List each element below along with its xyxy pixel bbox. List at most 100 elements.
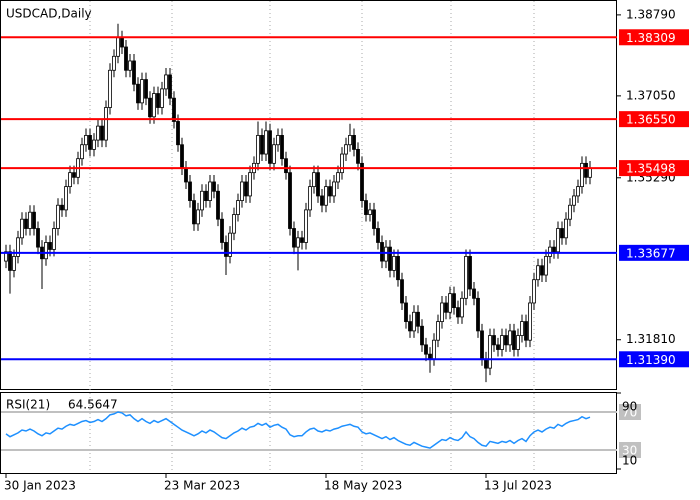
candle-body — [508, 330, 512, 346]
candle-body — [352, 135, 356, 150]
rsi-panel — [0, 392, 617, 474]
candle-body — [104, 107, 108, 141]
level-label-box — [619, 29, 689, 46]
candle-body — [364, 200, 368, 215]
candle-body — [188, 181, 192, 201]
candle-body — [220, 218, 224, 243]
candle-body — [576, 186, 580, 197]
candle-body — [260, 135, 264, 155]
rsi-level-box — [619, 404, 641, 420]
candle-body — [556, 228, 560, 253]
candle-body — [8, 251, 12, 271]
candle-body — [216, 190, 220, 220]
candle-body — [308, 186, 312, 211]
candle-body — [412, 311, 416, 332]
candle-body — [200, 190, 204, 211]
candle-body — [280, 135, 284, 160]
candle-body — [436, 321, 440, 341]
candle-body — [272, 144, 276, 164]
level-label-box — [619, 244, 689, 261]
candle-body — [100, 125, 104, 141]
candle-body — [360, 162, 364, 201]
candle-body — [448, 293, 452, 313]
y-tick-label: 1.38790 — [626, 7, 676, 21]
candle-body — [232, 214, 236, 234]
candle-body — [212, 181, 216, 192]
level-label: 1.33677 — [626, 246, 676, 260]
main-panel — [0, 0, 617, 390]
candle-body — [420, 325, 424, 346]
candle-body — [284, 158, 288, 174]
candle-body — [380, 242, 384, 262]
candle-body — [500, 335, 504, 350]
candle-body — [440, 302, 444, 322]
candle-body — [108, 69, 112, 108]
candle-body — [160, 88, 164, 108]
candle-body — [408, 321, 412, 332]
candle-body — [324, 186, 328, 206]
candle-body — [84, 135, 88, 146]
candle-body — [552, 246, 556, 253]
candle-body — [404, 302, 408, 322]
candle-body — [128, 60, 132, 71]
candle-body — [44, 242, 48, 260]
candle-body — [304, 209, 308, 243]
candle-body — [396, 256, 400, 281]
candle-body — [496, 344, 500, 350]
candle-body — [156, 93, 160, 108]
y-tick-label: 1.37050 — [626, 88, 676, 102]
candle-body — [532, 279, 536, 304]
candle-body — [564, 218, 568, 239]
candle-body — [132, 60, 136, 85]
candle-body — [236, 200, 240, 215]
candle-body — [444, 302, 448, 313]
candle-body — [336, 172, 340, 183]
candle-body — [180, 144, 184, 169]
candle-body — [240, 181, 244, 201]
candle-body — [316, 172, 320, 197]
candle-body — [548, 246, 552, 257]
candle-body — [136, 83, 140, 104]
candle-body — [472, 288, 476, 299]
candle-body — [512, 330, 516, 350]
level-label: 1.35498 — [626, 162, 676, 176]
candle-body — [60, 204, 64, 211]
candle-body — [580, 162, 584, 188]
candle-body — [88, 135, 92, 150]
candle-body — [372, 209, 376, 229]
candle-body — [492, 335, 496, 346]
candle-body — [224, 242, 228, 257]
y-tick-label: 1.31810 — [626, 332, 676, 346]
candle-body — [172, 97, 176, 122]
candle-body — [384, 246, 388, 262]
rsi-last-value: 64.5647 — [68, 398, 118, 412]
candle-body — [116, 37, 120, 57]
candle-body — [348, 135, 352, 146]
candle-body — [368, 209, 372, 215]
candle-body — [428, 353, 432, 360]
candle-body — [560, 228, 564, 239]
candle-body — [228, 232, 232, 257]
level-label-box — [619, 160, 689, 177]
level-label: 1.36550 — [626, 113, 676, 127]
candle-body — [176, 121, 180, 146]
candle-body — [168, 74, 172, 99]
candle-body — [388, 246, 392, 271]
candle-body — [248, 172, 252, 197]
candle-body — [124, 46, 128, 71]
candle-body — [344, 144, 348, 155]
x-tick-label: 30 Jan 2023 — [4, 479, 76, 493]
candle-body — [32, 211, 36, 229]
candle-body — [48, 242, 52, 250]
candle-body — [292, 228, 296, 248]
candle-body — [152, 93, 156, 118]
candle-body — [288, 172, 292, 229]
candle-body — [256, 135, 260, 164]
candle-body — [244, 181, 248, 197]
candle-body — [56, 204, 60, 229]
v-grid — [89, 1, 535, 473]
candle-body — [112, 55, 116, 71]
candle-body — [504, 335, 508, 346]
candle-body — [480, 330, 484, 360]
